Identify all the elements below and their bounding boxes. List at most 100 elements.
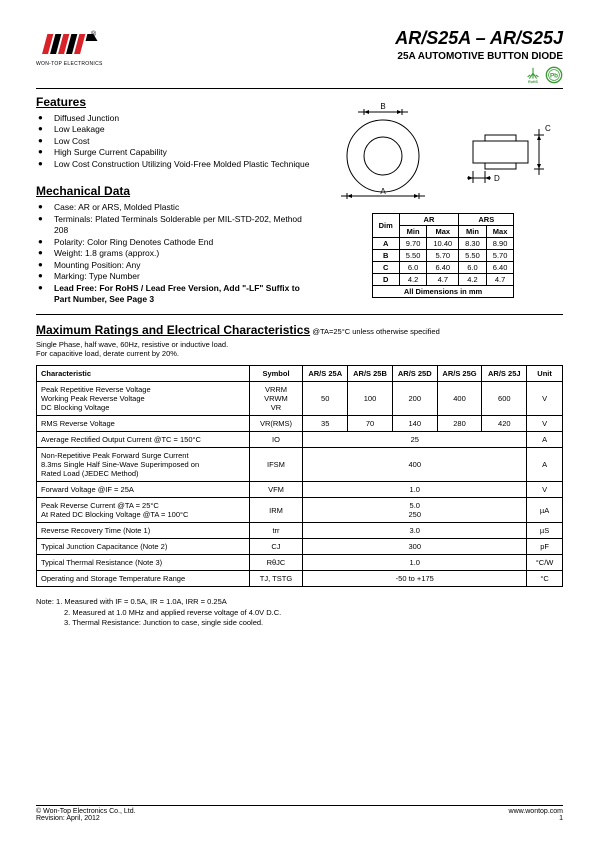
dim-footer: All Dimensions in mm — [372, 286, 514, 298]
val-cell: 5.0 250 — [303, 498, 527, 523]
note-item: 2. Measured at 1.0 MHz and applied rever… — [36, 608, 563, 619]
upper-section: Features Diffused Junction Low Leakage L… — [36, 95, 563, 306]
val-head: AR/S 25G — [437, 366, 482, 382]
footer-left: © Won-Top Electronics Co., Ltd. Revision… — [36, 808, 136, 822]
mech-item: Marking: Type Number — [38, 271, 311, 282]
table-row: D 4.2 4.7 4.2 4.7 — [372, 274, 514, 286]
table-row: Peak Reverse Current @TA = 25°C At Rated… — [37, 498, 563, 523]
max-head: Max — [486, 226, 514, 238]
val-cell: -50 to +175 — [303, 571, 527, 587]
val-cell: 420 — [482, 416, 527, 432]
table-row: Dim AR ARS — [372, 214, 514, 226]
table-row: Average Rectified Output Current @TC = 1… — [37, 432, 563, 448]
pb-free-icon: Pb — [545, 66, 563, 84]
badges: RoHS Pb — [395, 66, 563, 84]
title-block: AR/S25A – AR/S25J 25A AUTOMOTIVE BUTTON … — [395, 28, 563, 84]
unit-cell: µA — [527, 498, 563, 523]
footer-right: www.wontop.com 1 — [509, 808, 563, 822]
diagram-row: B A C — [328, 101, 558, 201]
sym-cell: IFSM — [249, 448, 303, 482]
min-head: Min — [459, 226, 487, 238]
table-row: Peak Repetitive Reverse Voltage Working … — [37, 382, 563, 416]
mech-item: Terminals: Plated Terminals Solderable p… — [38, 214, 311, 237]
side-view-icon: C D — [448, 101, 558, 201]
table-row: Non-Repetitive Peak Forward Surge Curren… — [37, 448, 563, 482]
features-list: Diffused Junction Low Leakage Low Cost H… — [36, 113, 311, 170]
feature-item: High Surge Current Capability — [38, 147, 311, 158]
table-row: C 6.0 6.40 6.0 6.40 — [372, 262, 514, 274]
unit-cell: V — [527, 482, 563, 498]
sym-cell: VR(RMS) — [249, 416, 303, 432]
unit-cell: V — [527, 416, 563, 432]
unit-cell: A — [527, 432, 563, 448]
val-cell: 3.0 — [303, 523, 527, 539]
val-cell: 280 — [437, 416, 482, 432]
dim-head: Dim — [372, 214, 399, 238]
notes-block: Note: 1. Measured with IF = 0.5A, IR = 1… — [36, 597, 563, 629]
logo-text: WON-TOP ELECTRONICS — [36, 61, 103, 67]
cond-line: For capacitive load, derate current by 2… — [36, 349, 563, 359]
condition-lines: Single Phase, half wave, 60Hz, resistive… — [36, 340, 563, 360]
val-cell: 300 — [303, 539, 527, 555]
mechdata-list: Case: AR or ARS, Molded Plastic Terminal… — [36, 202, 311, 305]
table-row: Typical Junction Capacitance (Note 2)CJ3… — [37, 539, 563, 555]
sym-cell: VFM — [249, 482, 303, 498]
sym-cell: CJ — [249, 539, 303, 555]
dimension-table: Dim AR ARS Min Max Min Max A 9.70 10.40 … — [372, 213, 515, 298]
ar-head: AR — [399, 214, 458, 226]
unit-cell: pF — [527, 539, 563, 555]
sym-cell: IRM — [249, 498, 303, 523]
divider — [36, 314, 563, 315]
header: ® WON-TOP ELECTRONICS AR/S25A – AR/S25J … — [36, 28, 563, 84]
char-cell: Typical Thermal Resistance (Note 3) — [37, 555, 250, 571]
sym-head: Symbol — [249, 366, 303, 382]
website: www.wontop.com — [509, 808, 563, 815]
revision: Revision: April, 2012 — [36, 815, 136, 822]
sub-title: 25A AUTOMOTIVE BUTTON DIODE — [395, 51, 563, 62]
unit-cell: °C/W — [527, 555, 563, 571]
char-cell: RMS Reverse Voltage — [37, 416, 250, 432]
sym-cell: IO — [249, 432, 303, 448]
sym-cell: TJ, TSTG — [249, 571, 303, 587]
char-cell: Typical Junction Capacitance (Note 2) — [37, 539, 250, 555]
char-cell: Average Rectified Output Current @TC = 1… — [37, 432, 250, 448]
mech-item: Polarity: Color Ring Denotes Cathode End — [38, 237, 311, 248]
note-item: 1. Measured with IF = 0.5A, IR = 1.0A, I… — [56, 597, 227, 606]
table-row: B 5.50 5.70 5.50 5.70 — [372, 250, 514, 262]
val-cell: 200 — [392, 382, 437, 416]
val-cell: 1.0 — [303, 482, 527, 498]
table-row: Characteristic Symbol AR/S 25A AR/S 25B … — [37, 366, 563, 382]
right-column: B A C — [323, 95, 563, 306]
copyright: © Won-Top Electronics Co., Ltd. — [36, 808, 136, 815]
feature-item: Low Leakage — [38, 124, 311, 135]
char-head: Characteristic — [37, 366, 250, 382]
mechdata-heading: Mechanical Data — [36, 184, 311, 198]
val-cell: 1.0 — [303, 555, 527, 571]
notes-label: Note: — [36, 597, 54, 606]
char-cell: Reverse Recovery Time (Note 1) — [37, 523, 250, 539]
ars-head: ARS — [459, 214, 514, 226]
unit-cell: V — [527, 382, 563, 416]
feature-item: Low Cost — [38, 136, 311, 147]
val-cell: 140 — [392, 416, 437, 432]
char-cell: Operating and Storage Temperature Range — [37, 571, 250, 587]
mech-item: Lead Free: For RoHS / Lead Free Version,… — [38, 283, 311, 306]
sym-cell: trr — [249, 523, 303, 539]
val-cell: 25 — [303, 432, 527, 448]
char-cell: Peak Reverse Current @TA = 25°C At Rated… — [37, 498, 250, 523]
feature-item: Low Cost Construction Utilizing Void-Fre… — [38, 159, 311, 170]
val-cell: 100 — [348, 382, 393, 416]
svg-text:RoHS: RoHS — [528, 80, 538, 84]
unit-cell: °C — [527, 571, 563, 587]
val-cell: 70 — [348, 416, 393, 432]
table-row: A 9.70 10.40 8.30 8.90 — [372, 238, 514, 250]
val-cell: 400 — [303, 448, 527, 482]
mech-item: Case: AR or ARS, Molded Plastic — [38, 202, 311, 213]
electrical-table: Characteristic Symbol AR/S 25A AR/S 25B … — [36, 365, 563, 587]
table-row: Forward Voltage @IF = 25AVFM1.0V — [37, 482, 563, 498]
footer: © Won-Top Electronics Co., Ltd. Revision… — [36, 805, 563, 822]
svg-text:®: ® — [91, 30, 97, 38]
val-cell: 50 — [303, 382, 348, 416]
val-cell: 600 — [482, 382, 527, 416]
val-head: AR/S 25D — [392, 366, 437, 382]
